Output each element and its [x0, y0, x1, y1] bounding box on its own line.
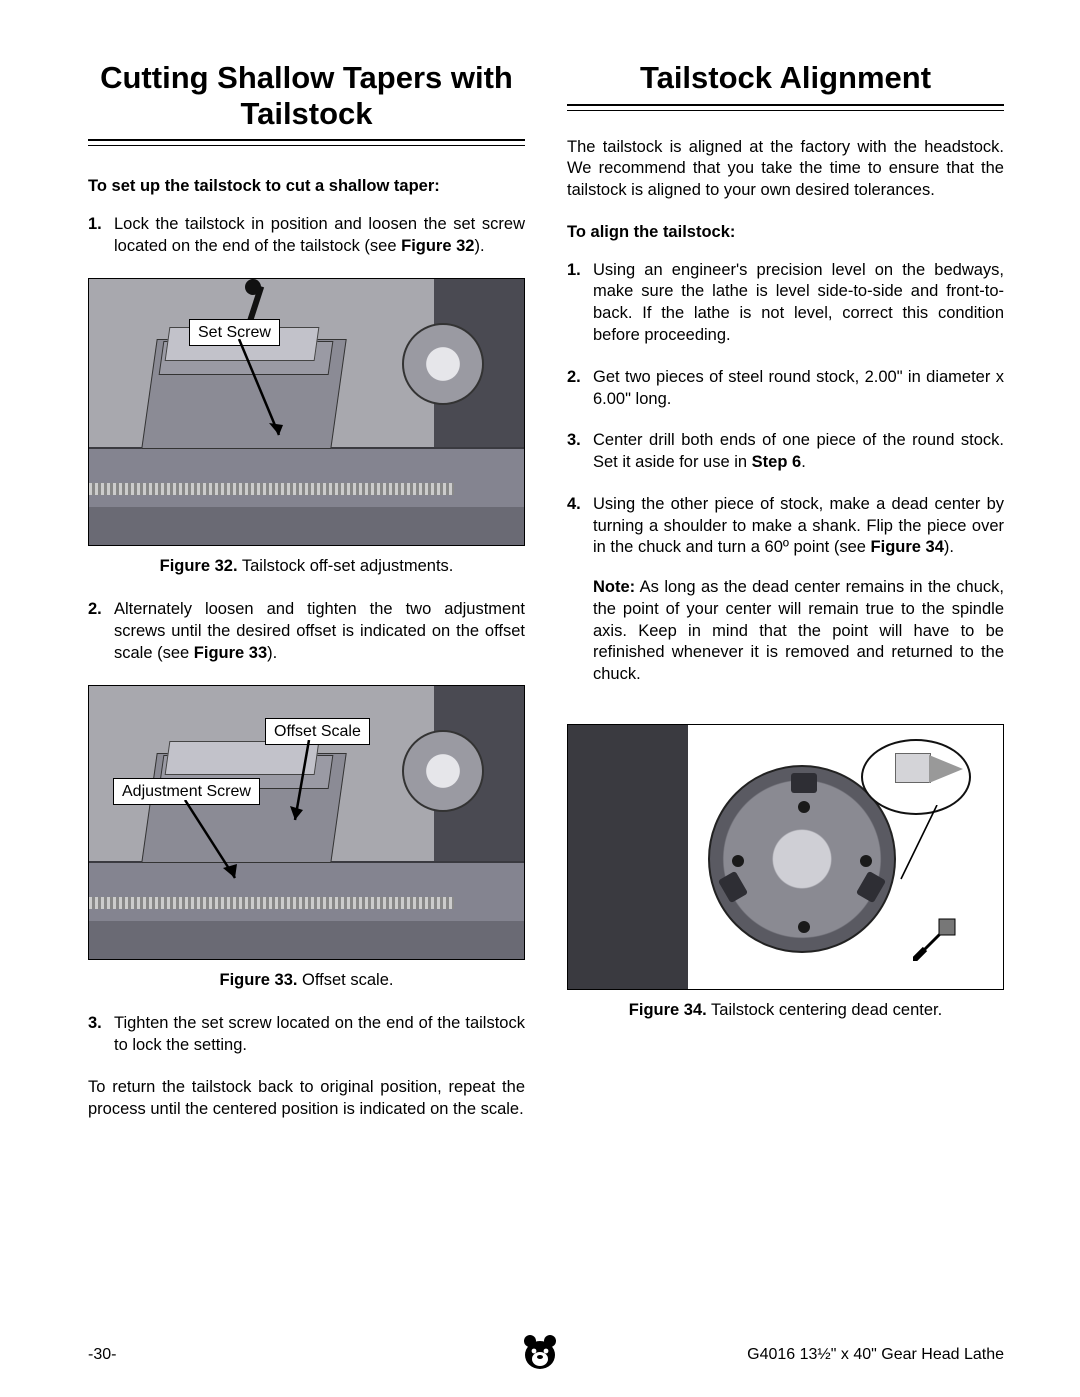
step-2: 2. Get two pieces of steel round stock, …	[567, 367, 1004, 411]
figure-34	[567, 724, 1004, 990]
step-number: 3.	[567, 430, 593, 474]
step-ref: Step 6	[752, 453, 802, 471]
chuck-key-icon	[913, 915, 959, 961]
step-text: Alternately loosen and tighten the two a…	[114, 600, 525, 662]
step-text: Tighten the set screw located on the end…	[114, 1013, 525, 1057]
step-text: Using an engineer's precision level on t…	[593, 260, 1004, 347]
leader-line-icon	[897, 805, 943, 885]
left-column: Cutting Shallow Tapers with Tailstock To…	[88, 60, 525, 1132]
figure-ref: Figure 32	[401, 237, 474, 255]
figure-ref: Figure 33	[194, 644, 267, 662]
step-1: 1. Using an engineer's precision level o…	[567, 260, 1004, 347]
rule	[567, 110, 1004, 111]
step-2: 2. Alternately loosen and tighten the tw…	[88, 599, 525, 664]
product-name: G4016 13½" x 40" Gear Head Lathe	[747, 1344, 1004, 1365]
figure-32: Set Screw	[88, 278, 525, 546]
right-lead: To align the tailstock:	[567, 222, 1004, 244]
rule	[88, 145, 525, 146]
rule	[567, 104, 1004, 106]
arrow-icon	[179, 800, 249, 890]
bear-logo-icon	[520, 1331, 560, 1371]
intro-paragraph: The tailstock is aligned at the factory …	[567, 137, 1004, 202]
figure-33-caption: Figure 33. Offset scale.	[88, 970, 525, 992]
closing-paragraph: To return the tailstock back to original…	[88, 1077, 525, 1121]
figure-34-caption: Figure 34. Tailstock centering dead cent…	[567, 1000, 1004, 1022]
arrow-icon	[229, 339, 289, 449]
right-title: Tailstock Alignment	[567, 60, 1004, 96]
note-text: As long as the dead center remains in th…	[593, 578, 1004, 683]
figure-32-caption: Figure 32. Tailstock off-set adjustments…	[88, 556, 525, 578]
figure-ref: Figure 34	[871, 538, 944, 556]
rule	[88, 139, 525, 141]
step-number: 3.	[88, 1013, 114, 1057]
step-1: 1. Lock the tailstock in position and lo…	[88, 214, 525, 258]
step-3: 3. Tighten the set screw located on the …	[88, 1013, 525, 1057]
left-title: Cutting Shallow Tapers with Tailstock	[88, 60, 525, 131]
page-number: -30-	[88, 1344, 116, 1365]
left-lead: To set up the tailstock to cut a shallow…	[88, 176, 525, 198]
step-3: 3. Center drill both ends of one piece o…	[567, 430, 1004, 474]
right-column: Tailstock Alignment The tailstock is ali…	[567, 60, 1004, 1132]
figure-33: Offset Scale Adjustment Screw	[88, 685, 525, 960]
note-label: Note:	[593, 578, 635, 596]
step-number: 4.	[567, 494, 593, 696]
arrow-icon	[289, 740, 329, 830]
step-number: 1.	[567, 260, 593, 347]
step-4: 4. Using the other piece of stock, make …	[567, 494, 1004, 696]
step-text: Get two pieces of steel round stock, 2.0…	[593, 367, 1004, 411]
step-number: 2.	[567, 367, 593, 411]
step-number: 2.	[88, 599, 114, 664]
step-number: 1.	[88, 214, 114, 258]
